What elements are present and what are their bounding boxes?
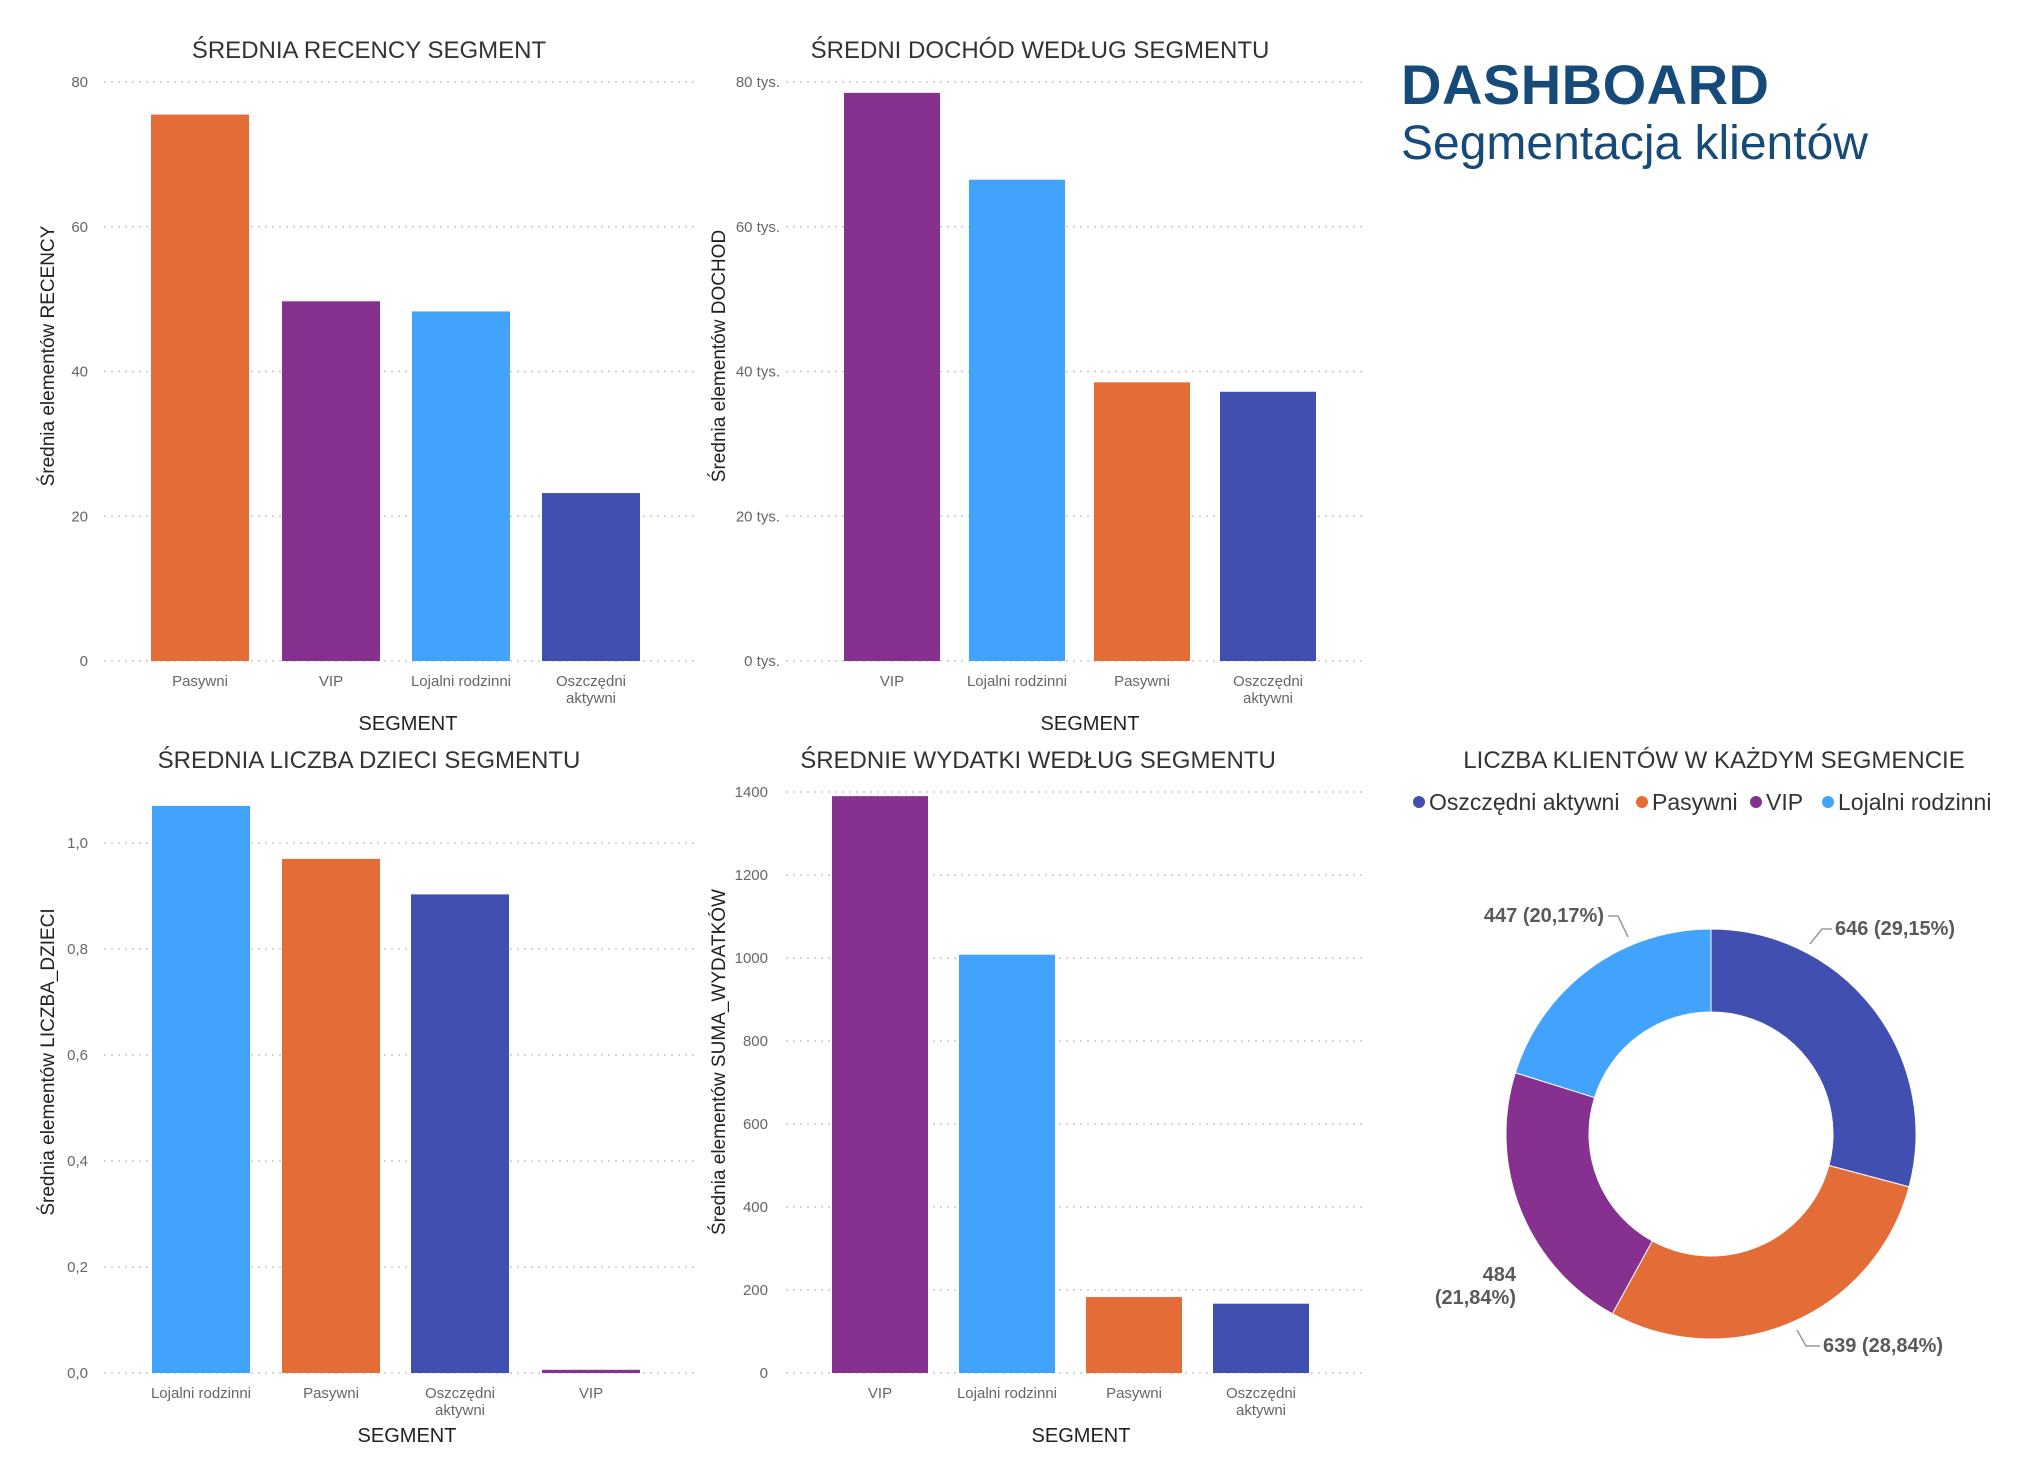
x-tick-label: Oszczędni aktywni (1233, 673, 1303, 707)
y-tick-label: 1400 (735, 784, 768, 801)
bar (1220, 391, 1316, 661)
x-tick-label: Pasywni (303, 1385, 359, 1402)
y-tick-label: 600 (743, 1116, 768, 1133)
bar (152, 805, 250, 1373)
bar (832, 796, 928, 1373)
chart-title: ŚREDNIA RECENCY SEGMENT (192, 36, 547, 64)
y-tick-label: 80 tys. (736, 74, 780, 91)
x-axis-label: SEGMENT (1032, 1425, 1131, 1447)
y-tick-label: 400 (743, 1199, 768, 1216)
x-tick-label: Lojalni rodzinni (967, 673, 1067, 690)
chart-title: ŚREDNI DOCHÓD WEDŁUG SEGMENTU (811, 36, 1270, 64)
y-tick-label: 1,0 (67, 835, 88, 852)
y-tick-label: 1200 (735, 867, 768, 884)
y-tick-label: 0,0 (67, 1365, 88, 1382)
y-tick-label: 0 (80, 653, 88, 670)
bar (1086, 1297, 1182, 1373)
y-tick-label: 40 (71, 364, 88, 381)
leader-line (1608, 915, 1629, 938)
x-tick-label: Pasywni (1114, 673, 1170, 690)
y-tick-label: 20 (71, 508, 88, 525)
data-label: 639 (28,84%) (1823, 1335, 1943, 1357)
bar (151, 114, 249, 662)
bar (969, 179, 1065, 662)
y-axis-label: Średnia elementów SUMA_WYDATKÓW (708, 889, 730, 1235)
y-tick-label: 0,2 (67, 1259, 88, 1276)
y-tick-label: 80 (71, 74, 88, 91)
dashboard-title: DASHBOARD (1401, 53, 1770, 116)
legend-swatch (1413, 796, 1425, 808)
donut-slice (1505, 1072, 1653, 1315)
bar (1094, 382, 1190, 661)
legend-label: Oszczędni aktywni (1429, 789, 1619, 815)
x-tick-label: VIP (880, 673, 904, 690)
x-tick-label: Lojalni rodzinni (957, 1385, 1057, 1402)
chart-title: ŚREDNIE WYDATKI WEDŁUG SEGMENTU (800, 746, 1276, 774)
x-axis-label: SEGMENT (358, 1425, 457, 1447)
legend-label: VIP (1766, 789, 1803, 815)
data-label: 447 (20,17%) (1484, 905, 1604, 927)
x-axis-label: SEGMENT (359, 713, 458, 735)
legend-swatch (1750, 796, 1762, 808)
legend-swatch (1822, 796, 1834, 808)
x-tick-label: Lojalni rodzinni (151, 1385, 251, 1402)
bar (542, 1369, 640, 1373)
donut-slice (1611, 1164, 1910, 1340)
legend-label: Lojalni rodzinni (1838, 789, 1991, 815)
x-tick-label: Oszczędni aktywni (425, 1385, 495, 1419)
chart-title: LICZBA KLIENTÓW W KAŻDYM SEGMENCIE (1463, 747, 1964, 774)
bar (282, 858, 380, 1373)
y-tick-label: 20 tys. (736, 508, 780, 525)
x-tick-label: Oszczędni aktywni (556, 673, 626, 707)
y-tick-label: 60 tys. (736, 219, 780, 236)
bar (959, 954, 1055, 1373)
x-tick-label: Oszczędni aktywni (1226, 1385, 1296, 1419)
y-tick-label: 1000 (735, 950, 768, 967)
x-tick-label: VIP (319, 673, 343, 690)
bar (411, 894, 509, 1373)
bar (412, 311, 510, 661)
bar (542, 493, 640, 661)
data-label: (21,84%) (1435, 1287, 1516, 1309)
y-tick-label: 0 tys. (744, 653, 780, 670)
y-axis-label: Średnia elementów RECENCY (37, 225, 59, 486)
x-tick-label: VIP (579, 1385, 603, 1402)
y-tick-label: 800 (743, 1033, 768, 1050)
data-label: 646 (29,15%) (1835, 918, 1955, 940)
y-tick-label: 200 (743, 1282, 768, 1299)
legend-swatch (1636, 796, 1648, 808)
leader-line (1809, 928, 1832, 945)
x-axis-label: SEGMENT (1041, 713, 1140, 735)
bar (844, 92, 940, 661)
data-label: 484 (1483, 1264, 1517, 1286)
y-axis-label: Średnia elementów DOCHOD (708, 230, 730, 482)
bar (282, 301, 380, 661)
y-axis-label: Średnia elementów LICZBA_DZIECI (37, 908, 59, 1215)
dashboard-subtitle: Segmentacja klientów (1401, 117, 1868, 170)
x-tick-label: Lojalni rodzinni (411, 673, 511, 690)
y-tick-label: 0 (760, 1365, 768, 1382)
y-tick-label: 40 tys. (736, 364, 780, 381)
legend-label: Pasywni (1652, 789, 1738, 815)
leader-line (1796, 1329, 1820, 1347)
y-tick-label: 0,4 (67, 1153, 88, 1170)
y-tick-label: 0,6 (67, 1047, 88, 1064)
donut-slice (1710, 928, 1917, 1188)
bar (1213, 1303, 1309, 1373)
chart-title: ŚREDNIA LICZBA DZIECI SEGMENTU (158, 746, 581, 774)
donut-slice (1514, 928, 1712, 1099)
y-tick-label: 0,8 (67, 941, 88, 958)
y-tick-label: 60 (71, 219, 88, 236)
x-tick-label: VIP (868, 1385, 892, 1402)
x-tick-label: Pasywni (1106, 1385, 1162, 1402)
x-tick-label: Pasywni (172, 673, 228, 690)
